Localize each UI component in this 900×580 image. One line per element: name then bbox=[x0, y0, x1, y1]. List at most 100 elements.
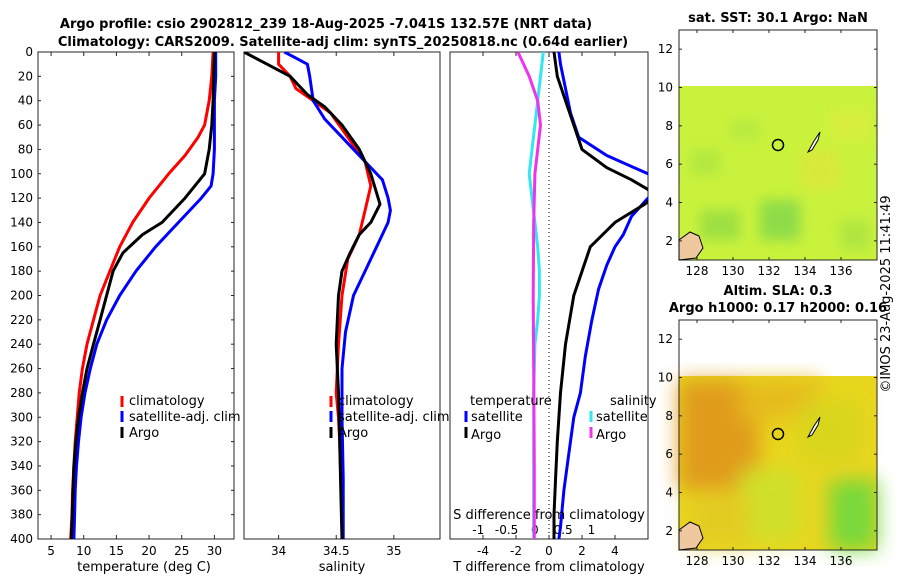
sst-map-ticks: 128 130 132 134 136 2 4 6 8 10 12 bbox=[658, 30, 877, 278]
legend-argo-label: Argo bbox=[129, 426, 159, 441]
x-tick-label: 2 bbox=[578, 544, 586, 558]
map-x-tick-label: 130 bbox=[722, 264, 745, 278]
map-x-tick-label: 132 bbox=[758, 264, 781, 278]
depth-tick-label: 20 bbox=[18, 69, 33, 83]
legend-climatology-label: climatology bbox=[338, 394, 414, 409]
x-tick-label: 0 bbox=[545, 544, 553, 558]
map-y-tick-label: 2 bbox=[665, 524, 673, 538]
map-x-tick-label: 130 bbox=[722, 554, 745, 568]
depth-tick-label: 160 bbox=[10, 240, 33, 254]
t-difference-x-label: T difference from climatology bbox=[452, 560, 645, 575]
x-tick-label: 25 bbox=[174, 544, 189, 558]
map-x-tick-label: 136 bbox=[830, 264, 853, 278]
depth-tick-label: 180 bbox=[10, 264, 33, 278]
figure-title-1: Argo profile: csio 2902812_239 18-Aug-20… bbox=[60, 17, 592, 32]
salinity-panel: 34 34.5 35 salinity climatology satellite-… bbox=[243, 51, 450, 575]
x-tick-label: 34 bbox=[271, 544, 286, 558]
temperature-x-label: temperature (deg C) bbox=[77, 560, 211, 575]
map-y-tick-label: 6 bbox=[665, 157, 673, 171]
legend-satellite-label: satellite-adj. clim bbox=[338, 410, 450, 425]
island-shape bbox=[806, 131, 821, 154]
depth-tick-label: 340 bbox=[10, 459, 33, 473]
sla-map-title-1: Altim. SLA: 0.3 bbox=[724, 284, 833, 299]
temperature-legend: climatology satellite-adj. clim Argo bbox=[120, 394, 241, 441]
x-tick-label: 10 bbox=[76, 544, 91, 558]
temperature-satellite-clim-line bbox=[72, 52, 218, 539]
map-y-tick-label: 4 bbox=[665, 196, 673, 210]
salinity-argo-line bbox=[244, 52, 382, 539]
float-position-marker bbox=[771, 427, 785, 441]
x-tick-label: 34.5 bbox=[323, 544, 350, 558]
coastline-shape bbox=[678, 521, 704, 551]
s-diff-tick-label: -0.5 bbox=[495, 523, 518, 537]
map-x-tick-label: 132 bbox=[758, 554, 781, 568]
s-diff-tick-label: 0.5 bbox=[554, 523, 573, 537]
x-tick-label: 35 bbox=[386, 544, 401, 558]
imos-watermark: ©IMOS 23-Aug-2025 11:41:49 bbox=[879, 195, 894, 392]
map-y-tick-label: 12 bbox=[658, 42, 673, 56]
depth-tick-label: 120 bbox=[10, 191, 33, 205]
temp-diff-argo-line bbox=[552, 52, 648, 539]
depth-tick-label: 220 bbox=[10, 313, 33, 327]
coastline-shape bbox=[678, 231, 704, 261]
sla-map-ticks: 128 130 132 134 136 2 4 6 8 10 12 bbox=[658, 320, 877, 568]
legend-salinity-title: salinity bbox=[610, 394, 657, 409]
island-shape bbox=[806, 416, 821, 439]
depth-tick-label: 40 bbox=[18, 94, 33, 108]
sst-map-panel: sat. SST: 30.1 Argo: NaN 128 130 132 134 136… bbox=[658, 11, 878, 278]
salinity-satellite-clim-line bbox=[283, 52, 392, 539]
map-x-tick-label: 134 bbox=[794, 554, 817, 568]
legend-argo-label: Argo bbox=[338, 426, 368, 441]
depth-tick-label: 200 bbox=[10, 289, 33, 303]
temperature-panel: 0204060801001201401601802002202402602803… bbox=[10, 45, 648, 575]
depth-tick-label: 100 bbox=[10, 167, 33, 181]
legend-temp-argo-label: Argo bbox=[471, 428, 501, 443]
sla-map-box bbox=[678, 319, 878, 551]
x-tick-label: 15 bbox=[109, 544, 124, 558]
sla-map-panel: Altim. SLA: 0.3 Argo h1000: 0.17 h2000: … bbox=[658, 284, 887, 568]
depth-tick-label: 360 bbox=[10, 483, 33, 497]
map-x-tick-label: 136 bbox=[830, 554, 853, 568]
depth-tick-label: 380 bbox=[10, 508, 33, 522]
salinity-lines bbox=[244, 52, 392, 539]
x-tick-label: -4 bbox=[477, 544, 489, 558]
map-x-tick-label: 128 bbox=[686, 264, 709, 278]
s-diff-tick-label: -1 bbox=[472, 523, 484, 537]
temperature-lines bbox=[69, 52, 218, 539]
map-y-tick-label: 10 bbox=[658, 371, 673, 385]
x-tick-label: 20 bbox=[141, 544, 156, 558]
temperature-x-ticks: 5 10 15 20 25 30 bbox=[47, 52, 222, 558]
sla-field-texture bbox=[679, 380, 877, 550]
depth-tick-label: 280 bbox=[10, 386, 33, 400]
salinity-x-label: salinity bbox=[319, 560, 366, 575]
depth-tick-label: 60 bbox=[18, 118, 33, 132]
s-difference-label: S difference from climatology bbox=[453, 508, 645, 523]
legend-climatology-label: climatology bbox=[129, 394, 205, 409]
salinity-x-ticks: 34 34.5 35 bbox=[271, 52, 402, 558]
depth-tick-label: 400 bbox=[10, 532, 33, 546]
difference-axes-box bbox=[449, 51, 649, 540]
map-x-tick-label: 128 bbox=[686, 554, 709, 568]
x-tick-label: -2 bbox=[510, 544, 522, 558]
float-position-marker bbox=[771, 138, 785, 152]
temperature-argo-line bbox=[69, 52, 216, 539]
difference-lines bbox=[516, 52, 648, 539]
depth-tick-label: 320 bbox=[10, 435, 33, 449]
sst-map-box bbox=[678, 29, 878, 261]
sst-map-title: sat. SST: 30.1 Argo: NaN bbox=[688, 11, 868, 26]
depth-tick-label: 0 bbox=[25, 45, 33, 59]
figure-title-2: Climatology: CARS2009. Satellite-adj cli… bbox=[58, 35, 628, 50]
legend-temp-satellite-label: satellite bbox=[471, 410, 523, 425]
sla-map-title-2: Argo h1000: 0.17 h2000: 0.16 bbox=[669, 301, 887, 316]
map-y-tick-label: 12 bbox=[658, 332, 673, 346]
sal-diff-argo-line bbox=[516, 52, 542, 539]
map-y-tick-label: 8 bbox=[665, 409, 673, 423]
difference-panel: -4 -2 0 2 4 -1 -0.5 0 0.5 1 T difference from cl… bbox=[449, 51, 657, 575]
x-tick-label: 5 bbox=[47, 544, 55, 558]
legend-sal-satellite-label: satellite bbox=[596, 410, 648, 425]
salinity-legend: climatology satellite-adj. clim Argo bbox=[329, 394, 450, 441]
legend-sal-argo-label: Argo bbox=[596, 428, 626, 443]
map-y-tick-label: 6 bbox=[665, 447, 673, 461]
depth-tick-label: 260 bbox=[10, 362, 33, 376]
